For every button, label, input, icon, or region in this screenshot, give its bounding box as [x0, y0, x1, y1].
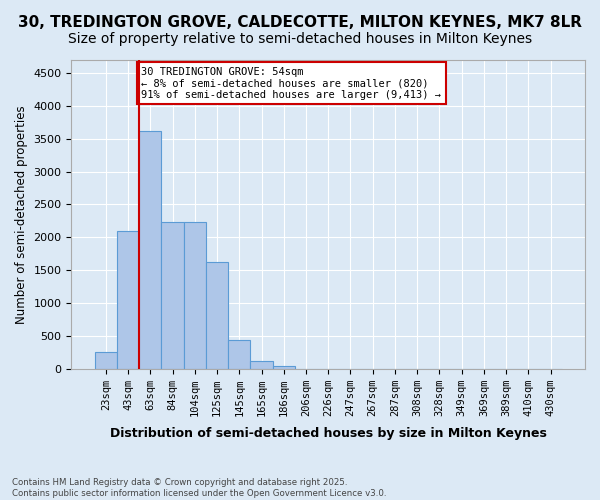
Bar	[272, 366, 295, 368]
Bar	[184, 222, 206, 368]
Bar	[117, 231, 139, 368]
Bar	[206, 262, 228, 368]
Bar	[139, 131, 161, 368]
X-axis label: Distribution of semi-detached houses by size in Milton Keynes: Distribution of semi-detached houses by …	[110, 427, 547, 440]
Bar	[161, 222, 184, 368]
Text: Contains HM Land Registry data © Crown copyright and database right 2025.
Contai: Contains HM Land Registry data © Crown c…	[12, 478, 386, 498]
Bar	[250, 362, 272, 368]
Text: Size of property relative to semi-detached houses in Milton Keynes: Size of property relative to semi-detach…	[68, 32, 532, 46]
Bar	[228, 340, 250, 368]
Bar	[95, 352, 117, 368]
Text: 30 TREDINGTON GROVE: 54sqm
← 8% of semi-detached houses are smaller (820)
91% of: 30 TREDINGTON GROVE: 54sqm ← 8% of semi-…	[142, 66, 442, 100]
Y-axis label: Number of semi-detached properties: Number of semi-detached properties	[15, 105, 28, 324]
Text: 30, TREDINGTON GROVE, CALDECOTTE, MILTON KEYNES, MK7 8LR: 30, TREDINGTON GROVE, CALDECOTTE, MILTON…	[18, 15, 582, 30]
